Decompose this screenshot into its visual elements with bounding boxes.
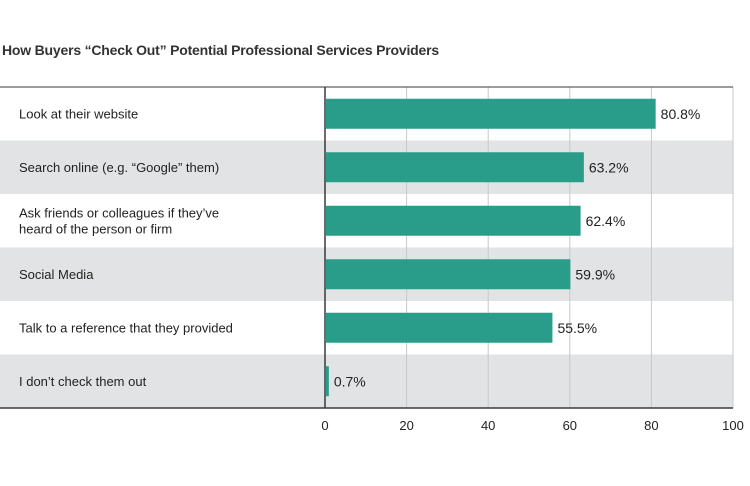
category-label: Look at their website xyxy=(19,106,138,121)
x-tick-label: 80 xyxy=(644,418,658,433)
bar xyxy=(326,312,553,343)
x-tick-label: 0 xyxy=(321,418,328,433)
x-tick-label: 100 xyxy=(722,418,744,433)
value-label: 80.8% xyxy=(661,106,701,122)
category-label: I don’t check them out xyxy=(19,374,147,389)
bar xyxy=(326,152,584,183)
category-label: Talk to a reference that they provided xyxy=(19,320,233,335)
bar xyxy=(326,259,571,290)
category-label: Search online (e.g. “Google” them) xyxy=(19,160,219,175)
value-label: 55.5% xyxy=(557,320,597,336)
value-label: 0.7% xyxy=(334,373,366,389)
value-label: 63.2% xyxy=(589,159,629,175)
category-label: Social Media xyxy=(19,267,94,282)
bar xyxy=(326,98,656,129)
row-band xyxy=(0,354,733,408)
x-tick-label: 40 xyxy=(481,418,495,433)
value-label: 62.4% xyxy=(586,213,626,229)
category-label: Ask friends or colleagues if they’ve hear… xyxy=(19,205,219,236)
value-label: 59.9% xyxy=(575,266,615,282)
bar xyxy=(326,366,329,397)
chart-title: How Buyers “Check Out” Potential Profess… xyxy=(2,42,439,58)
x-tick-label: 60 xyxy=(563,418,577,433)
bar xyxy=(326,205,581,236)
x-tick-label: 20 xyxy=(399,418,413,433)
